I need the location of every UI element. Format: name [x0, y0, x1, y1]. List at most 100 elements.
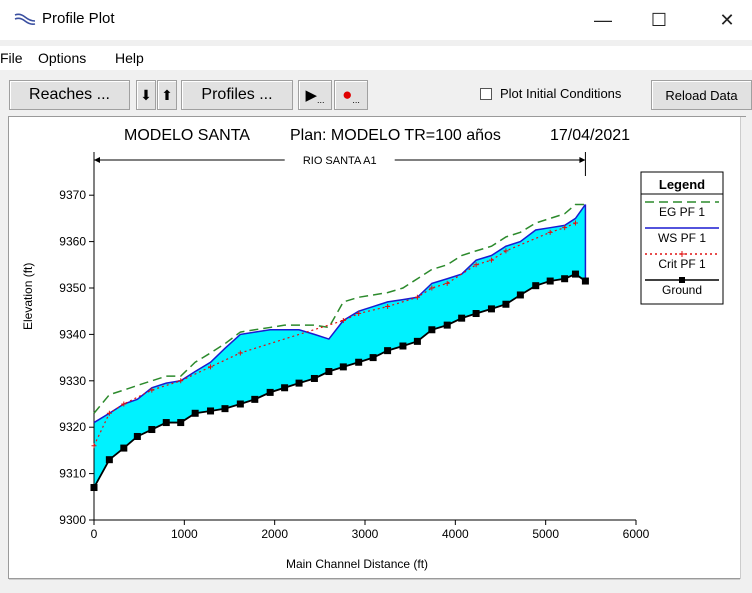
y-tick-label: 9350 [59, 281, 86, 295]
crit-point [429, 285, 435, 291]
reach-arrow-left [94, 157, 100, 163]
ground-point [251, 395, 259, 403]
chart-title-date: 17/04/2021 [550, 127, 630, 144]
vertical-scrollbar[interactable] [740, 117, 752, 579]
y-tick-label: 9310 [59, 467, 86, 481]
legend-crit-marker [679, 251, 685, 257]
ground-point [207, 407, 215, 415]
ground-point [221, 405, 229, 413]
plot-initial-conditions-checkbox[interactable] [480, 88, 492, 100]
crit-point [149, 387, 155, 393]
legend-label: WS PF 1 [658, 231, 706, 245]
crit-point [444, 280, 450, 286]
crit-point [572, 220, 578, 226]
crit-point [547, 229, 553, 235]
ground-point [191, 409, 199, 417]
x-tick-label: 0 [91, 527, 98, 541]
maximize-button[interactable]: ☐ [650, 9, 668, 30]
y-tick-label: 9320 [59, 420, 86, 434]
legend-title: Legend [659, 177, 705, 192]
menu-file[interactable]: File [0, 50, 23, 66]
ground-point [428, 326, 436, 334]
play-icon: ▶ [305, 87, 318, 104]
ground-point [281, 384, 289, 392]
legend-label: Ground [662, 283, 702, 297]
crit-point [473, 262, 479, 268]
crit-point [106, 410, 112, 416]
crit-point [562, 225, 568, 231]
move-up-button[interactable]: ⬆ [157, 80, 177, 110]
ground-point [458, 314, 466, 322]
horizontal-scrollbar[interactable] [9, 579, 740, 593]
y-tick-label: 9300 [59, 513, 86, 527]
water-area [94, 204, 586, 488]
profile-plot-app-icon [14, 13, 36, 25]
ground-point [487, 305, 495, 313]
y-tick-label: 9330 [59, 374, 86, 388]
ground-point [443, 321, 451, 329]
legend-ground-marker [679, 277, 685, 283]
crit-point [91, 443, 97, 449]
reach-arrow-right [579, 157, 586, 163]
menu-options[interactable]: Options [38, 50, 87, 66]
ground-point [236, 400, 244, 408]
y-tick-label: 9340 [59, 327, 86, 341]
crit-point [503, 248, 509, 254]
move-down-button[interactable]: ⬇ [136, 80, 156, 110]
chart-title-plan: Plan: MODELO TR=100 años [290, 127, 501, 144]
menu-help[interactable]: Help [115, 50, 144, 66]
y-tick-label: 9360 [59, 235, 86, 249]
ground-point [399, 342, 407, 350]
ground-point [120, 444, 128, 452]
crit-point [178, 378, 184, 384]
x-tick-label: 2000 [261, 527, 288, 541]
ground-point [133, 432, 141, 440]
ground-point [581, 277, 589, 285]
ground-point [561, 275, 569, 283]
plot-initial-conditions-label: Plot Initial Conditions [500, 86, 622, 101]
close-button[interactable]: ✕ [719, 9, 735, 30]
menu-bar [0, 46, 752, 70]
record-more-label: ... [352, 95, 360, 105]
y-tick-label: 9370 [59, 188, 86, 202]
ground-point [355, 358, 363, 366]
window-title: Profile Plot [42, 10, 115, 27]
ground-point [90, 484, 98, 492]
ground-point [325, 368, 333, 376]
ground-point [384, 347, 392, 355]
ground-line [93, 273, 586, 488]
animate-button[interactable]: ▶... [298, 80, 332, 110]
record-icon: ● [342, 85, 353, 104]
ground-point [413, 337, 421, 345]
crit-point [385, 304, 391, 310]
x-tick-label: 5000 [532, 527, 559, 541]
crit-point [414, 294, 420, 300]
title-bar [0, 0, 752, 40]
ground-point [339, 363, 347, 371]
ground-point [266, 388, 274, 396]
ground-point [516, 291, 524, 299]
legend-label: Crit PF 1 [658, 257, 706, 271]
x-axis-label: Main Channel Distance (ft) [286, 557, 428, 571]
x-tick-label: 1000 [171, 527, 198, 541]
reaches-button[interactable]: Reaches ... [9, 80, 130, 110]
crit-point [356, 311, 362, 317]
ground-point [369, 354, 377, 362]
reload-data-button[interactable]: Reload Data [651, 80, 752, 110]
x-tick-label: 6000 [623, 527, 650, 541]
profiles-button[interactable]: Profiles ... [181, 80, 293, 110]
crit-point [488, 257, 494, 263]
crit-point [237, 350, 243, 356]
ground-point [295, 379, 303, 387]
ground-point [532, 282, 540, 290]
legend-label: EG PF 1 [659, 205, 705, 219]
ground-point [148, 426, 156, 434]
ground-point [177, 419, 185, 427]
ground-point [105, 456, 113, 464]
record-button[interactable]: ●... [334, 80, 368, 110]
ground-point [472, 310, 480, 318]
ground-point [310, 374, 318, 382]
minimize-button[interactable]: — [594, 9, 612, 30]
crit-point [340, 317, 346, 323]
